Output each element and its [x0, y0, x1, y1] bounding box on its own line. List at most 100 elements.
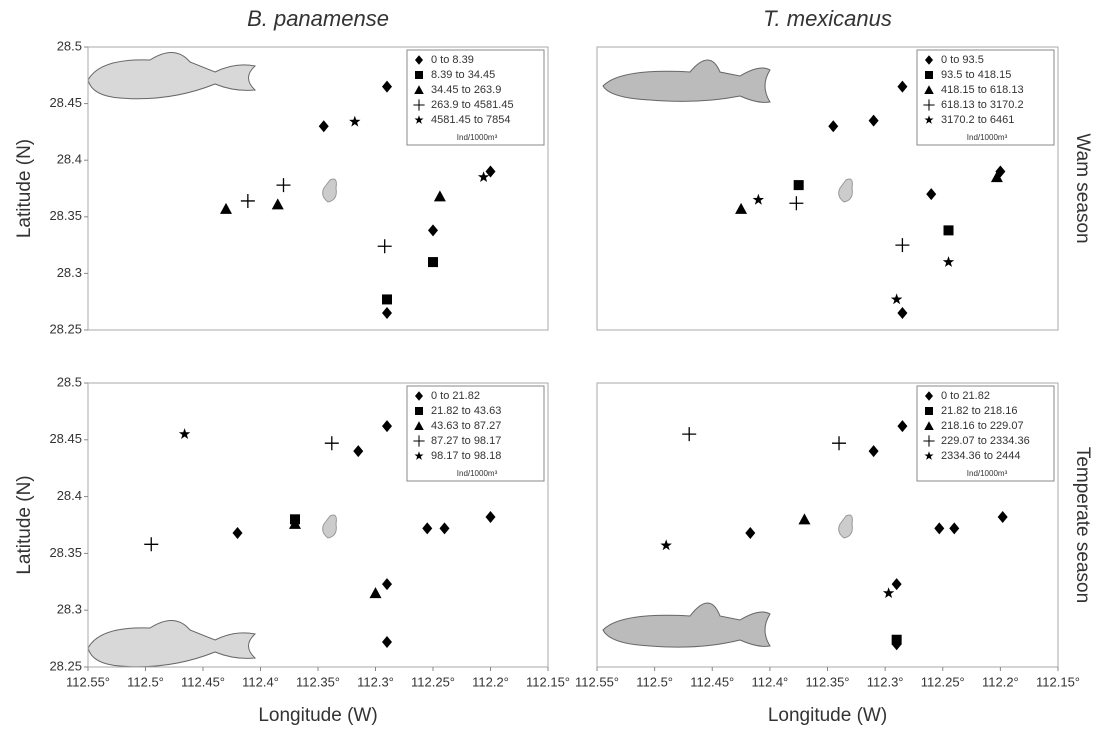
marker-diamond [485, 165, 496, 178]
marker-square [891, 634, 902, 645]
legend-box [916, 49, 1055, 146]
row-label: Wam season [1072, 133, 1093, 243]
legend-label: 0 to 8.39 [431, 54, 474, 66]
marker-triangle [220, 202, 232, 214]
legend-marker [413, 435, 425, 447]
marker-star [752, 193, 765, 205]
y-axis-label: Latitude (N) [14, 139, 35, 238]
panel: B. panamense Latitude (N) 28.25 28.3 28.35 28… [14, 6, 549, 336]
legend-label: 263.9 to 4581.45 [431, 99, 514, 111]
fish-illustration [602, 59, 771, 103]
marker-triangle [271, 198, 284, 210]
legend-marker [415, 391, 423, 401]
legend-marker [414, 115, 424, 124]
x-axis-label: Longitude (W) [258, 705, 377, 726]
y-axis-label: Latitude (N) [14, 475, 35, 574]
legend-label: 218.16 to 229.07 [941, 420, 1024, 432]
legend-marker [925, 71, 933, 79]
legend-label: 3170.2 to 6461 [941, 114, 1014, 126]
legend-marker [415, 407, 423, 415]
marker-diamond [382, 420, 392, 433]
x-tick-label: 112.4° [242, 674, 279, 689]
island [322, 514, 337, 539]
legend-box [406, 385, 545, 482]
marker-star [660, 539, 672, 551]
y-tick-label: 28.4 [57, 152, 82, 167]
legend-marker [924, 421, 934, 430]
panel: Longitude (W) Temperate season 112.55° 112.… [575, 382, 1093, 726]
marker-square [793, 180, 804, 191]
x-tick-label: 112.25° [411, 674, 455, 689]
y-tick-label: 28.45 [49, 95, 82, 110]
fish-illustration [87, 620, 257, 668]
island [322, 178, 337, 203]
marker-diamond [485, 511, 496, 524]
marker-plus [832, 436, 847, 451]
marker-diamond [439, 522, 450, 535]
marker-triangle [289, 517, 301, 529]
legend-marker [924, 85, 934, 94]
legend-marker [925, 407, 933, 415]
marker-triangle [735, 202, 748, 214]
marker-plus [789, 196, 804, 211]
fish-illustration [602, 602, 771, 648]
panel-title: T. mexicanus [763, 6, 892, 31]
marker-diamond [382, 80, 392, 93]
legend: 0 to 93.5 93.5 to 418.15 418.15 to 618.13 6… [916, 49, 1055, 146]
y-tick-label: 28.5 [57, 374, 82, 389]
legend: 0 to 8.39 8.39 to 34.45 34.45 to 263.9 263.… [406, 49, 545, 146]
legend-note: Ind/1000m³ [457, 133, 498, 142]
legend-label: 0 to 21.82 [941, 390, 990, 402]
marker-square [943, 225, 954, 236]
legend-marker [925, 391, 933, 401]
legend-marker [414, 421, 424, 430]
panel-title: B. panamense [247, 6, 389, 31]
legend-note: Ind/1000m³ [967, 469, 1008, 478]
marker-diamond [318, 120, 329, 133]
legend-marker [414, 451, 424, 460]
x-tick-label: 112.3° [867, 674, 904, 689]
legend-marker [413, 99, 425, 111]
marker-star [178, 428, 191, 439]
marker-plus [682, 427, 697, 442]
marker-diamond [382, 307, 392, 320]
legend-label: 229.07 to 2334.36 [941, 435, 1030, 447]
legend-label: 2334.36 to 2444 [941, 450, 1021, 462]
legend: 0 to 21.82 21.82 to 218.16 218.16 to 229.0… [916, 385, 1055, 482]
marker-diamond [897, 80, 908, 93]
marker-diamond [997, 511, 1008, 524]
island [838, 514, 853, 539]
legend-marker [414, 85, 424, 94]
marker-star [477, 171, 490, 182]
marker-diamond [891, 578, 902, 591]
legend-label: 418.15 to 618.13 [941, 84, 1024, 96]
row-label: Temperate season [1072, 447, 1093, 603]
marker-triangle [433, 190, 446, 202]
y-tick-label: 28.3 [57, 602, 82, 617]
marker-triangle [369, 587, 382, 599]
marker-square [382, 294, 392, 305]
x-tick-label: 112.45° [181, 674, 225, 689]
marker-diamond [868, 445, 879, 458]
x-tick-label: 112.35° [296, 674, 340, 689]
island [838, 178, 853, 203]
legend-label: 0 to 21.82 [431, 390, 480, 402]
legend-label: 98.17 to 98.18 [431, 450, 501, 462]
legend-marker [924, 451, 934, 460]
marker-diamond [382, 578, 392, 591]
marker-diamond [926, 188, 937, 201]
legend-marker [925, 55, 933, 65]
marker-star [942, 256, 955, 267]
x-tick-label: 112.25° [921, 674, 965, 689]
legend-label: 87.27 to 98.17 [431, 435, 501, 447]
legend-box [916, 385, 1055, 482]
marker-plus [377, 239, 392, 254]
plot-frame [87, 46, 549, 331]
y-tick-label: 28.35 [49, 208, 82, 223]
y-tick-label: 28.5 [57, 38, 82, 53]
legend-label: 21.82 to 43.63 [431, 405, 501, 417]
y-tick-label: 28.3 [57, 265, 82, 280]
legend-label: 21.82 to 218.16 [941, 405, 1017, 417]
marker-diamond [382, 636, 392, 649]
y-tick-label: 28.25 [49, 321, 82, 336]
